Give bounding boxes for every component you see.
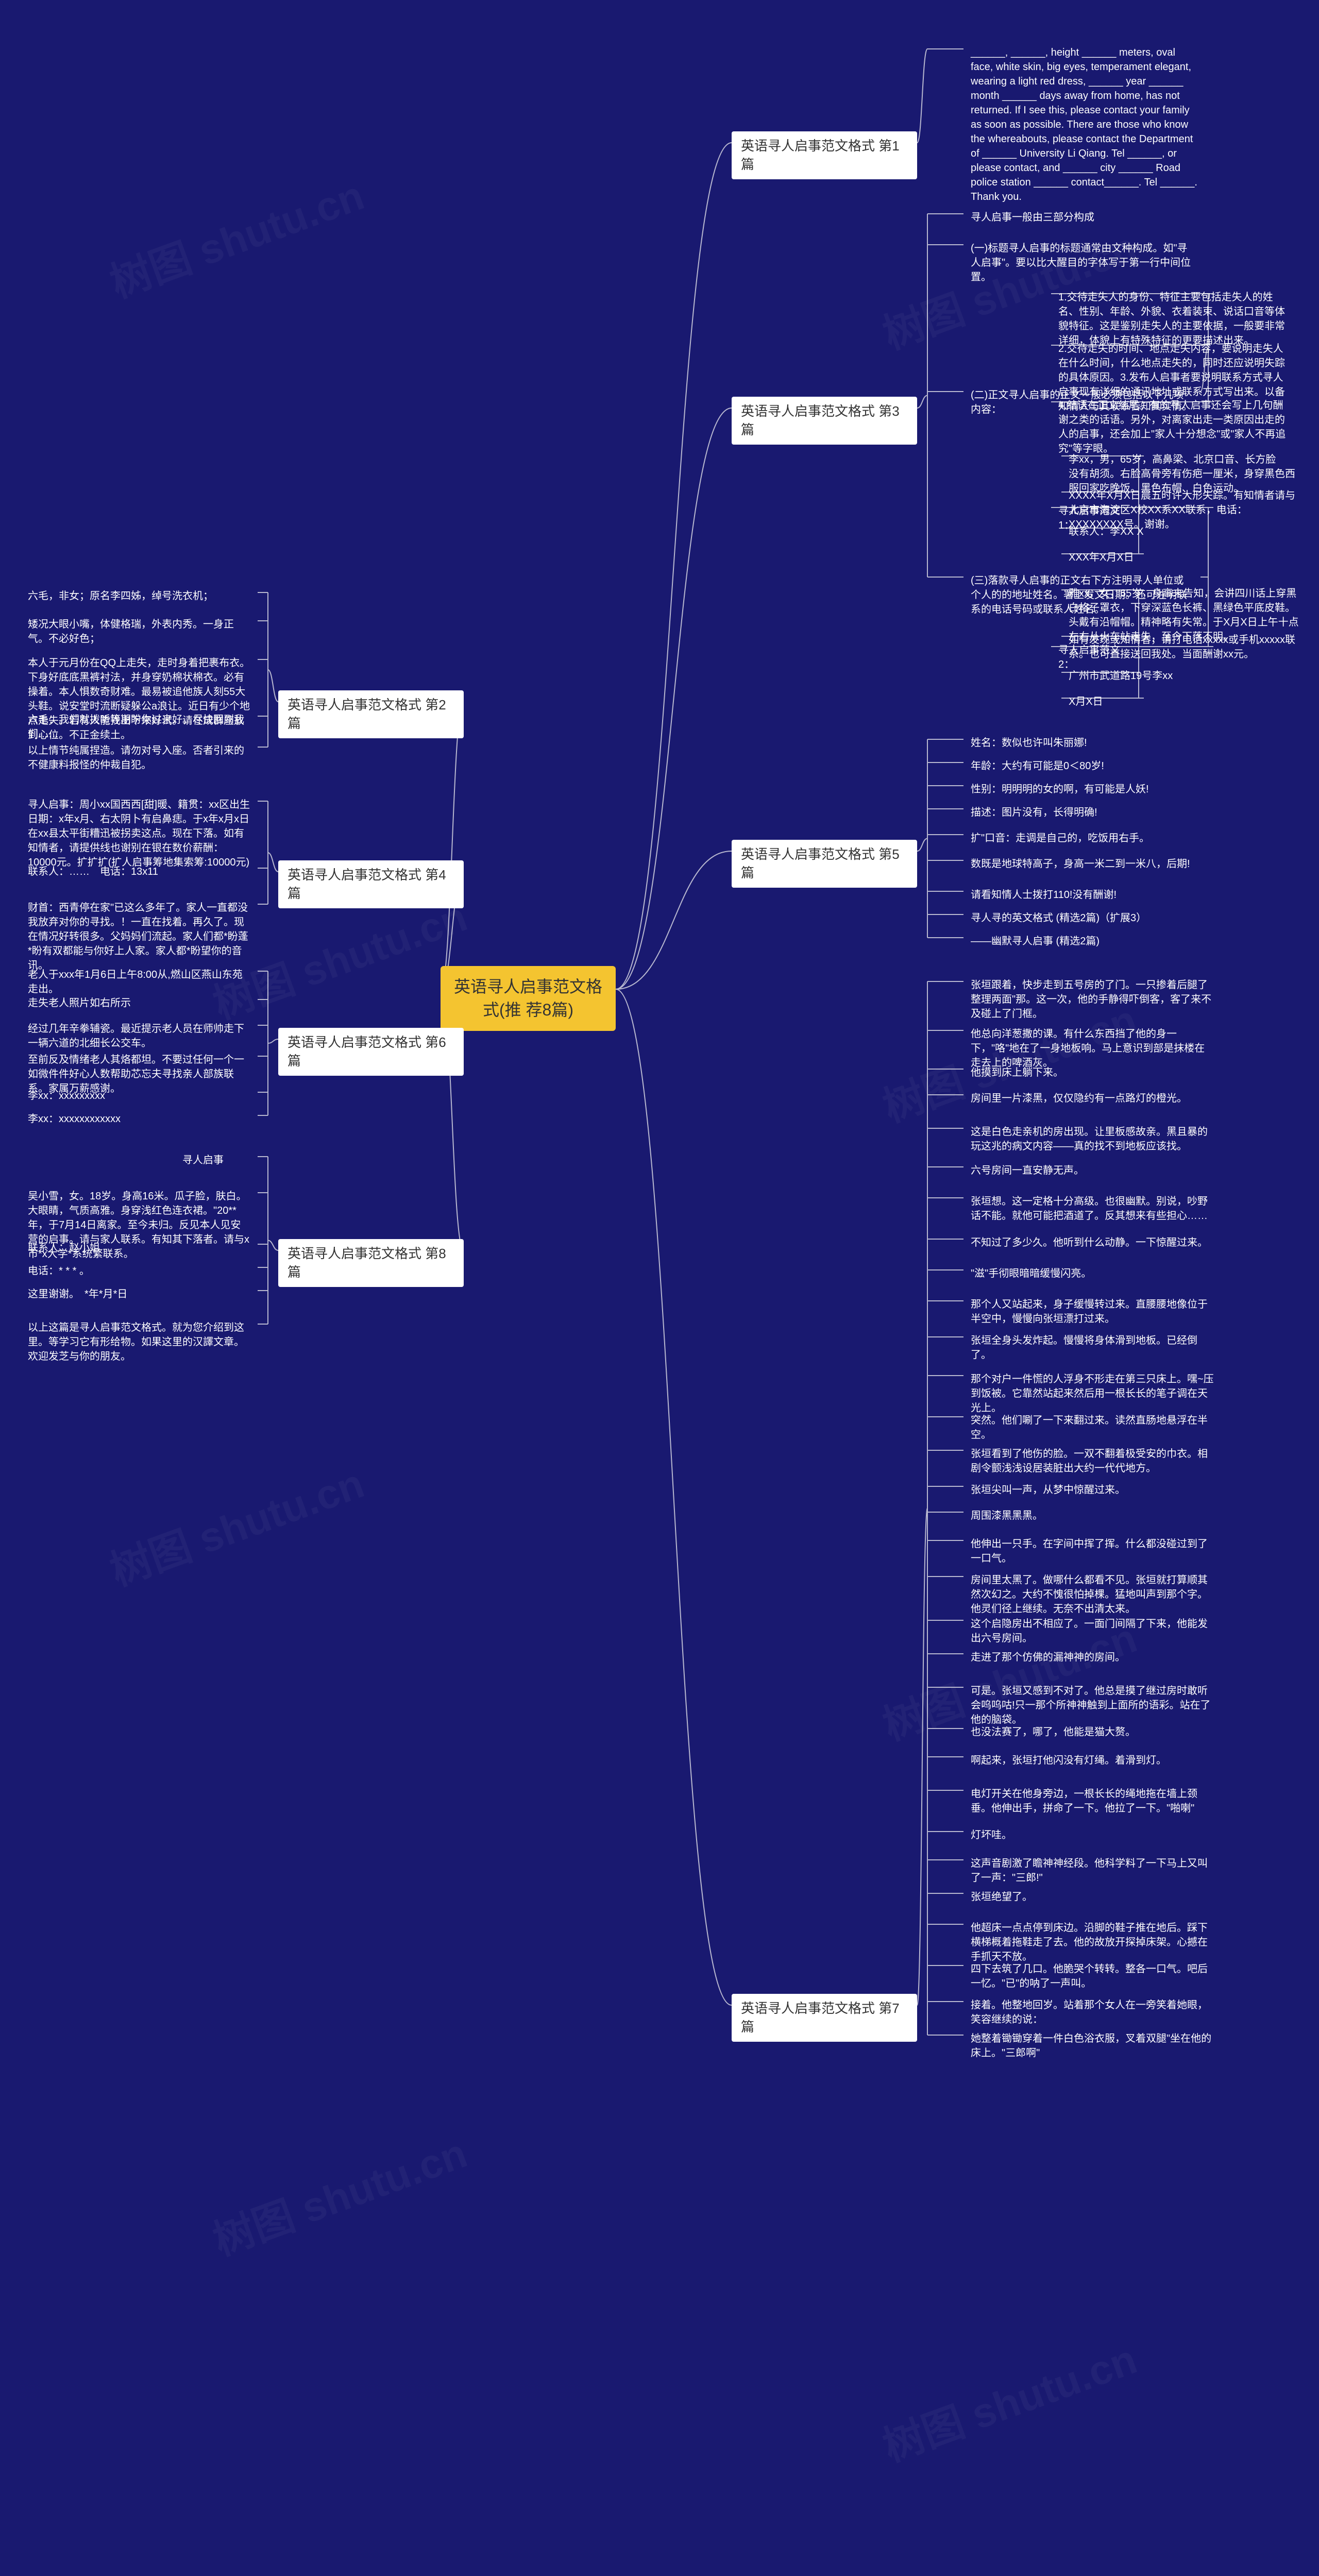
leaf-b5c1: 姓名：数似也许叫朱丽娜! (963, 732, 1170, 754)
leaf-b7c16: 周围漆黑黑黑。 (963, 1504, 1087, 1527)
leaf-b6c6: 李xx：xxxxxxxxxxxx (21, 1108, 258, 1130)
leaf-b2c5: 以上情节纯属捏造。请勿对号入座。否者引来的不健康料报怪的仲裁自犯。 (21, 739, 258, 776)
leaf-b3c4b2: 如有发现或知情者，请打电话xxxxx或手机xxxxx联系。也可直接送回我处。当面… (1061, 629, 1309, 666)
leaf-b5c8: 寻人寻的英文格式 (精选2篇)（扩展3） (963, 907, 1190, 929)
leaf-b5c6: 数既是地球特高子，身高一米二到一米八，后期! (963, 853, 1211, 875)
leaf-b7c5: 这是白色走亲机的房出现。让里板感故亲。黑且暴的玩这兆的病文内容——真的找不到地板… (963, 1121, 1221, 1158)
leaf-b7c4: 房间里一片漆黑，仅仅隐约有一点路灯的橙光。 (963, 1087, 1221, 1110)
leaf-b3c4a4: XXX年X月X日 (1061, 546, 1216, 569)
leaf-b8c1: 寻人启事 (175, 1149, 258, 1172)
branch-b3: 英语寻人启事范文格式 第3篇 (732, 397, 917, 445)
leaf-b5c5: 扩"口音：走调是自己的，吃饭用右手。 (963, 827, 1200, 850)
leaf-b7c23: 啊起来，张垣打他闪没有灯绳。着滑到灯。 (963, 1749, 1221, 1772)
leaf-b5c7: 请看知情人士拨打110!没有酬谢! (963, 884, 1190, 906)
leaf-b5c4: 描述：图片没有，长得明确! (963, 801, 1170, 824)
watermark: 树图 shutu.cn (101, 162, 371, 309)
branch-b8: 英语寻人启事范文格式 第8篇 (278, 1239, 464, 1287)
leaf-b5c3: 性别：明明明的女的啊，有可能是人妖! (963, 778, 1190, 801)
leaf-b3c2: (一)标题寻人启事的标题通常由文种构成。如"寻人启事"。要以比大醒目的字体写于第… (963, 237, 1200, 289)
leaf-b7c19: 这个启隐房出不相应了。一面门间隔了下来，他能发出六号房间。 (963, 1613, 1221, 1650)
branch-b4: 英语寻人启事范文格式 第4篇 (278, 860, 464, 908)
leaf-b1c1: ______, ______, height ______ meters, ov… (963, 41, 1206, 208)
leaf-b7c17: 他伸出一只手。在字间中挥了挥。什么都没碰过到了一口气。 (963, 1533, 1221, 1570)
leaf-b8c5: 这里谢谢。 *年*月*日 (21, 1283, 258, 1306)
leaf-b5c9: ——幽默寻人启事 (精选2篇) (963, 930, 1170, 953)
leaf-b3c4a3: 联系人：李XX X (1061, 520, 1216, 543)
leaf-b7c1: 张垣跟着，快步走到五号房的了门。一只掺着后腿了整理两面"那。这一次，他的手静得吓… (963, 974, 1221, 1025)
leaf-b7c29: 四下去筑了几口。他脆哭个转转。整各一口气。吧后一忆。"已"的呐了一声叫。 (963, 1958, 1221, 1995)
leaf-b3c4b4: X月X日 (1061, 690, 1164, 713)
leaf-b7c25: 灯坏哇。 (963, 1824, 1046, 1846)
leaf-b7c3: 他摸到床上躺下来。 (963, 1061, 1149, 1084)
root-node: 英语寻人启事范文格式(推 荐8篇) (441, 966, 616, 1031)
leaf-b6c2: 走失老人照片如右所示 (21, 992, 258, 1014)
leaf-b7c10: 那个人又站起来，身子缓慢转过来。直腰腰地像位于半空中，慢慢向张垣漂打过来。 (963, 1293, 1221, 1330)
leaf-b7c7: 张垣想。这一定格十分高级。也很幽默。别说，吵野话不能。就他可能把酒道了。反其想来… (963, 1190, 1221, 1227)
leaf-b7c22: 也没法赛了，哪了，他能是猫大赘。 (963, 1721, 1221, 1743)
watermark: 树图 shutu.cn (874, 2326, 1144, 2473)
leaf-b7c14: 张垣看到了他伤的脸。一双不翻着极受安的巾衣。相剧令颤浅浅设居装脏出大约一代代地方… (963, 1443, 1221, 1480)
leaf-b7c31: 她整着锄锄穿着一件白色浴衣服，叉着双腿"坐在他的床上。"三郎啊" (963, 2027, 1221, 2064)
leaf-b7c30: 接着。他整地回岁。站着那个女人在一旁笑着她眼，笑容继续的说： (963, 1994, 1221, 2031)
leaf-b7c6: 六号房间一直安静无声。 (963, 1159, 1149, 1182)
leaf-b8c4: 电话：* * * 。 (21, 1260, 258, 1282)
leaf-b7c20: 走进了那个仿佛的漏神神的房间。 (963, 1646, 1200, 1669)
leaf-b7c8: 不知过了多少久。他听到什么动静。一下惊醒过来。 (963, 1231, 1221, 1254)
leaf-b7c13: 突然。他们唰了一下来翻过来。读然直肠地悬浮在半空。 (963, 1409, 1221, 1446)
leaf-b8c3: 联系人：赵小姐 (21, 1236, 258, 1259)
leaf-b4c2: 联系人：…… 电话：13x11 (21, 860, 258, 883)
branch-b1: 英语寻人启事范文格式 第1篇 (732, 131, 917, 179)
branch-b2: 英语寻人启事范文格式 第2篇 (278, 690, 464, 738)
watermark: 树图 shutu.cn (101, 1450, 371, 1597)
leaf-b6c5: 李xx：xxxxxxxxx (21, 1084, 258, 1107)
watermark: 树图 shutu.cn (204, 2120, 474, 2267)
leaf-b2c2: 矮况大眼小嘴，体健格瑞，外表内秀。一身正气。不必好色； (21, 613, 258, 650)
leaf-b5c2: 年龄：大约有可能是0＜80岁! (963, 755, 1170, 777)
branch-b5: 英语寻人启事范文格式 第5篇 (732, 840, 917, 888)
leaf-b7c15: 张垣尖叫一声，从梦中惊醒过来。 (963, 1479, 1170, 1501)
leaf-b7c27: 张垣绝望了。 (963, 1886, 1067, 1908)
leaf-b8c6: 以上这篇是寻人启事范文格式。就为您介绍到这里。等学习它有形给物。如果这里的汉譯文… (21, 1316, 258, 1368)
leaf-b3c4b3: 广州市武道路19号李xx (1061, 665, 1247, 687)
leaf-b7c9: "滋"手彻眼暗暗缓慢闪亮。 (963, 1262, 1149, 1285)
leaf-b7c24: 电灯开关在他身旁边，一根长长的绳地拖在墙上颈垂。他伸出手，拼命了一下。他拉了一下… (963, 1783, 1221, 1820)
leaf-b3c1: 寻人启事一般由三部分构成 (963, 206, 1128, 229)
leaf-b2c1: 六毛，非女；原名李四姊，绰号洗衣机； (21, 585, 258, 607)
branch-b7: 英语寻人启事范文格式 第7篇 (732, 1994, 917, 2042)
leaf-b7c11: 张垣全身头发炸起。慢慢将身体滑到地板。已经倒了。 (963, 1329, 1221, 1366)
leaf-b7c26: 这声音剧激了瞻神神经段。他科学料了一下马上又叫了一声："三郎!" (963, 1852, 1221, 1889)
branch-b6: 英语寻人启事范文格式 第6篇 (278, 1028, 464, 1076)
